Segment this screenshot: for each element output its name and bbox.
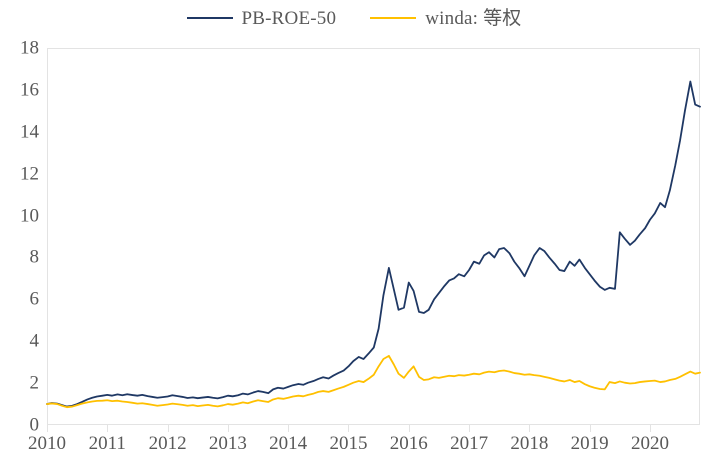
series-line [46, 80, 701, 408]
x-tick-mark [47, 425, 48, 432]
legend-label-winda-equal-weight: winda: 等权 [425, 7, 522, 29]
x-tick-mark [167, 425, 169, 432]
x-tick-label: 2012 [148, 433, 187, 454]
x-tick-mark [649, 425, 651, 432]
x-tick-label: 2015 [329, 433, 368, 454]
y-tick-label: 10 [20, 205, 39, 227]
y-tick-label: 0 [29, 414, 40, 436]
plot-lines [46, 80, 701, 409]
series-line [46, 354, 701, 409]
legend-label-pb-roe-50: PB-ROE-50 [241, 7, 337, 29]
chart-legend: PB-ROE-50 winda: 等权 [0, 0, 708, 36]
x-tick-label: 2010 [28, 433, 66, 454]
x-tick-label: 2018 [510, 433, 549, 454]
x-tick-mark [348, 425, 350, 432]
x-tick-mark [107, 425, 109, 432]
x-tick-mark [288, 425, 290, 432]
legend-swatch-pb-roe-50 [186, 17, 233, 19]
y-tick-label: 18 [20, 37, 39, 59]
y-tick-label: 14 [20, 121, 39, 143]
x-tick-label: 2016 [389, 433, 428, 454]
legend-entry-pb-roe-50: PB-ROE-50 [186, 7, 337, 29]
x-tick-label: 2014 [269, 433, 308, 454]
x-tick-label: 2019 [570, 433, 609, 454]
y-tick-label: 2 [29, 372, 40, 394]
x-tick-label: 2011 [88, 433, 126, 454]
x-tick-mark [227, 425, 229, 432]
y-tick-label: 12 [20, 163, 39, 185]
x-tick-mark [469, 425, 471, 432]
y-tick-label: 8 [29, 246, 40, 268]
x-tick-mark [529, 425, 531, 432]
y-tick-label: 16 [20, 79, 39, 101]
x-tick-label: 2013 [208, 433, 247, 454]
x-axis: 2010 2011 2012 2013 2014 2015 2016 2017 2018 2019… [0, 425, 708, 468]
x-tick-label: 2020 [630, 433, 669, 454]
x-tick-mark [589, 425, 591, 432]
y-tick-label: 4 [29, 330, 40, 352]
y-axis: 0 2 4 6 8 10 12 14 16 18 [0, 39, 40, 435]
legend-swatch-winda-equal-weight [370, 17, 417, 19]
x-tick-mark [408, 425, 410, 432]
legend-entry-winda-equal-weight: winda: 等权 [370, 9, 521, 28]
plot-area [47, 48, 700, 425]
y-tick-label: 6 [29, 288, 40, 310]
x-tick-label: 2017 [450, 433, 489, 454]
